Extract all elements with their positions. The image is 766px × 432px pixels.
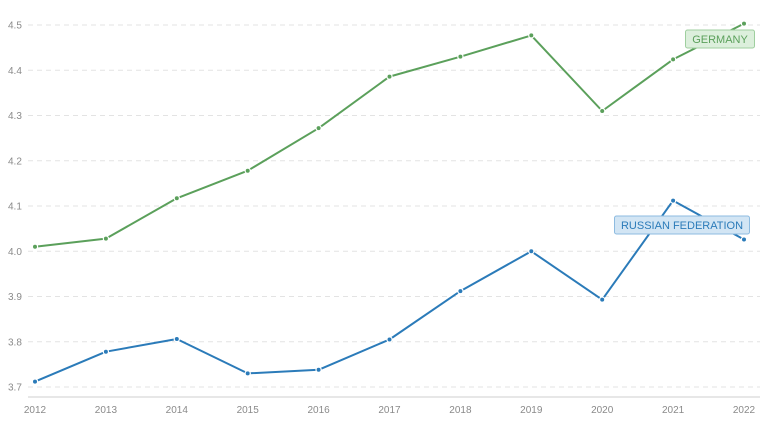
data-point[interactable] — [740, 20, 748, 27]
series-label-text: GERMANY — [692, 34, 748, 46]
y-tick-label: 4.2 — [8, 156, 22, 167]
data-point[interactable] — [599, 296, 606, 303]
x-tick-label: 2018 — [449, 405, 472, 416]
data-point[interactable] — [457, 53, 464, 60]
data-point[interactable] — [102, 235, 110, 242]
data-point[interactable] — [244, 370, 251, 377]
data-point[interactable] — [173, 335, 180, 343]
x-tick-label: 2013 — [95, 405, 118, 416]
data-point[interactable] — [669, 56, 677, 63]
data-point[interactable] — [599, 107, 606, 115]
series-label-box — [614, 215, 750, 235]
data-point[interactable] — [102, 348, 110, 355]
series-label-germany: GERMANY — [685, 29, 755, 49]
data-point[interactable] — [244, 167, 251, 174]
x-tick-label: 2017 — [378, 405, 401, 416]
data-points — [31, 20, 748, 385]
x-tick-label: 2019 — [520, 405, 543, 416]
x-tick-label: 2020 — [591, 405, 614, 416]
data-point[interactable] — [528, 248, 535, 255]
data-point[interactable] — [31, 243, 39, 250]
y-tick-label: 3.8 — [8, 337, 22, 348]
series-label-russian-federation: RUSSIAN FEDERATION — [614, 215, 750, 235]
grid-lines — [28, 24, 760, 388]
x-tick-label: 2022 — [733, 405, 756, 416]
data-point[interactable] — [31, 378, 39, 385]
data-point[interactable] — [386, 73, 393, 80]
y-axis-tick-labels: 3.7 3.8 3.9 4.0 4.1 4.2 4.3 4.4 4.5 — [8, 21, 22, 394]
data-point[interactable] — [173, 195, 180, 202]
y-tick-label: 3.9 — [8, 292, 22, 303]
series-line-germany — [34, 22, 745, 248]
y-tick-label: 4.0 — [8, 247, 22, 258]
series-label-box — [685, 29, 755, 49]
x-tick-label: 2016 — [307, 405, 330, 416]
series-label-text: RUSSIAN FEDERATION — [621, 220, 743, 232]
data-point[interactable] — [386, 336, 393, 343]
data-point[interactable] — [669, 197, 677, 204]
y-tick-label: 4.3 — [8, 111, 22, 122]
data-point[interactable] — [740, 236, 748, 243]
x-axis-tick-labels: 2012 2013 2014 2015 2016 2017 2018 2019 2020 2021… — [24, 405, 756, 416]
x-tick-label: 2015 — [237, 405, 260, 416]
x-tick-label: 2012 — [24, 405, 47, 416]
x-tick-label: 2014 — [166, 405, 189, 416]
series-labels: GERMANY RUSSIAN FEDERATION — [614, 29, 755, 235]
y-tick-label: 4.5 — [8, 21, 22, 32]
y-tick-label: 4.4 — [8, 66, 22, 77]
data-point[interactable] — [315, 366, 322, 374]
y-tick-label: 3.7 — [8, 383, 22, 394]
data-point[interactable] — [315, 124, 322, 132]
y-tick-label: 4.1 — [8, 202, 22, 213]
x-tick-label: 2021 — [662, 405, 685, 416]
data-point[interactable] — [528, 32, 535, 39]
data-point[interactable] — [457, 287, 464, 295]
